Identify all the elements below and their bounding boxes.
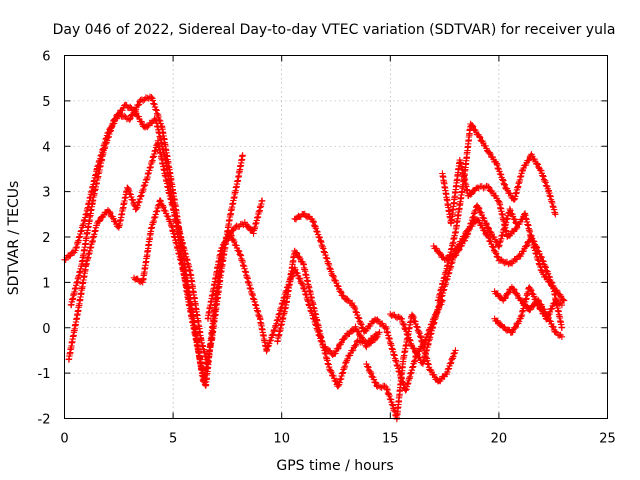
data-points [61,93,568,423]
axis-ticks [64,55,608,419]
x-tick-label: 15 [382,432,399,447]
series-track-l [430,202,520,263]
x-tick-label: 10 [273,432,290,447]
series-track-d [130,197,205,372]
data-point-markers [65,137,212,368]
series-track-n [491,284,566,336]
y-tick-label: 4 [42,140,50,155]
y-tick-label: 3 [42,186,50,201]
data-point-markers [491,284,566,336]
x-axis-label: GPS time / hours [276,458,393,474]
data-point-markers [439,156,566,331]
x-tick-label: 5 [169,432,177,447]
data-point-markers [130,197,205,372]
series-track-k [439,156,566,331]
y-tick-label: 1 [42,276,50,291]
chart-title: Day 046 of 2022, Sidereal Day-to-day VTE… [53,22,616,38]
y-tick-label: 2 [42,231,50,246]
data-point-markers [430,202,520,263]
y-tick-label: 5 [42,95,50,110]
y-tick-label: -1 [38,367,51,382]
y-tick-label: 6 [42,50,50,65]
x-tick-label: 0 [60,432,68,447]
series-track-c [65,137,212,368]
x-tick-label: 25 [599,432,616,447]
data-point-markers [274,247,383,390]
y-tick-label: -2 [38,413,51,428]
x-tick-label: 20 [491,432,508,447]
series-track-f [274,247,383,390]
tick-labels: 0 5 10 15 20 25 -2 -1 0 1 2 3 4 5 6 [38,50,616,447]
y-tick-label: 0 [42,322,50,337]
y-axis-label: SDTVAR / TECUs [6,181,22,296]
